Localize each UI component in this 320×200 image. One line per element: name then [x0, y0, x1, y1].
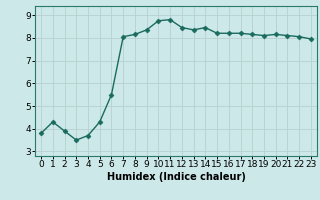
- X-axis label: Humidex (Indice chaleur): Humidex (Indice chaleur): [107, 172, 245, 182]
